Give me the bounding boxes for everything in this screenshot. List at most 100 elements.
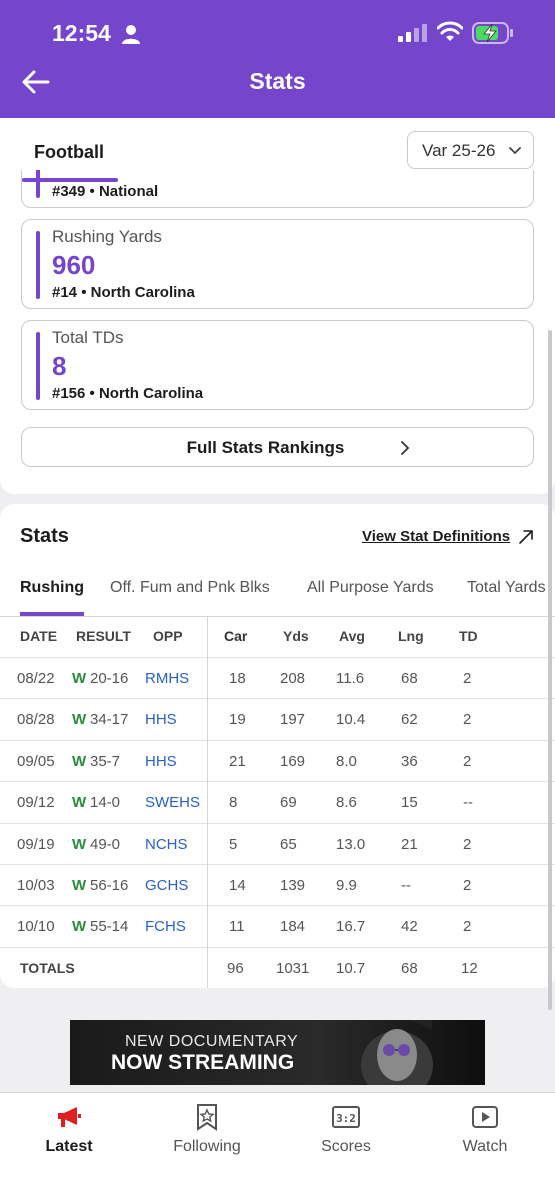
accent-bar <box>36 158 40 198</box>
col-header[interactable]: TD <box>459 628 478 644</box>
back-arrow-icon[interactable] <box>20 66 52 98</box>
stat-lng: 21 <box>401 835 418 853</box>
stat-car: 21 <box>229 752 246 770</box>
stat-car: 14 <box>229 877 246 894</box>
game-result-wl: W <box>72 835 87 853</box>
table-row[interactable]: 09/05 W 35-7 HHS 21 169 8.0 36 2 <box>0 739 555 781</box>
rank-card-total-tds[interactable]: Total TDs 8 #156 • North Carolina <box>21 320 534 410</box>
col-header[interactable]: DATE <box>20 628 58 644</box>
col-header[interactable]: Avg <box>339 628 365 644</box>
app-header: 12:54 Stats <box>0 0 555 118</box>
nav-label: Watch <box>462 1138 508 1155</box>
game-date: 08/22 <box>17 670 55 687</box>
battery-charging-icon <box>472 22 513 44</box>
tab-off-fum-pnk-blks[interactable]: Off. Fum and Pnk Blks <box>110 579 270 596</box>
game-result-score: 49-0 <box>90 835 121 853</box>
nav-watch[interactable]: Watch <box>416 1093 554 1173</box>
game-result-wl: W <box>72 711 87 729</box>
stat-lng: -- <box>401 877 411 894</box>
opponent-link[interactable]: FCHS <box>145 918 186 936</box>
stats-card: Stats View Stat Definitions Rushing Off.… <box>0 504 555 988</box>
opponent-link[interactable]: HHS <box>145 711 177 729</box>
nav-label: Scores <box>321 1138 371 1155</box>
scoreboard-icon: 3:2 <box>332 1106 360 1128</box>
game-date: 10/10 <box>17 918 55 936</box>
nav-latest[interactable]: Latest <box>0 1093 138 1173</box>
stat-td: 2 <box>463 670 472 687</box>
ad-text-line1: NEW DOCUMENTARY <box>125 1033 299 1050</box>
rank-card-rushing-yards[interactable]: Rushing Yards 960 #14 • North Carolina <box>21 219 534 309</box>
stat-avg: 13.0 <box>336 835 366 853</box>
page-title: Stats <box>249 68 306 94</box>
ad-text-line2: NOW STREAMING <box>111 1051 295 1074</box>
col-header[interactable]: OPP <box>153 628 183 644</box>
opponent-link[interactable]: SWEHS <box>145 794 201 812</box>
tab-all-purpose-yards[interactable]: All Purpose Yards <box>307 579 434 596</box>
table-row[interactable]: 10/03 W 56-16 GCHS 14 139 9.9 -- 2 <box>0 864 555 905</box>
stat-car: 5 <box>229 835 238 853</box>
stat-yds: 169 <box>280 752 306 770</box>
stat-lng: 36 <box>401 752 418 770</box>
stat-yds: 65 <box>280 835 297 853</box>
stat-yds: 208 <box>280 670 306 687</box>
table-row[interactable]: 09/19 W 49-0 NCHS 5 65 13.0 21 2 <box>0 822 555 864</box>
full-stats-rankings-button[interactable]: Full Stats Rankings <box>21 427 534 467</box>
bottom-nav: Latest Following 3:2 Scores Watch <box>0 1092 555 1200</box>
opponent-link[interactable]: RMHS <box>145 670 190 687</box>
total-yds: 1031 <box>276 960 310 977</box>
divider <box>0 616 555 617</box>
game-result-wl: W <box>72 794 87 812</box>
advertisement-banner[interactable]: NEW DOCUMENTARY NOW STREAMING <box>70 1020 485 1085</box>
nav-scores[interactable]: 3:2 Scores <box>277 1093 415 1173</box>
stat-td: 2 <box>463 711 472 729</box>
stat-car: 19 <box>229 711 246 729</box>
col-header[interactable]: Yds <box>283 628 309 644</box>
sport-bar: Football Var 25-26 <box>0 118 555 170</box>
total-car: 96 <box>227 960 244 977</box>
tab-rushing[interactable]: Rushing <box>20 579 84 596</box>
opponent-link[interactable]: GCHS <box>145 877 189 894</box>
opponent-link[interactable]: HHS <box>145 752 177 770</box>
col-header[interactable]: Car <box>224 628 248 644</box>
total-avg: 10.7 <box>336 960 366 977</box>
scrollbar[interactable] <box>548 330 552 1010</box>
active-tab-indicator <box>20 612 84 616</box>
game-date: 09/05 <box>17 752 55 770</box>
external-link-icon[interactable] <box>518 529 534 545</box>
stat-lng: 42 <box>401 918 418 936</box>
table-row[interactable]: 08/22 W 20-16 RMHS 18 208 11.6 68 2 <box>0 657 555 698</box>
stat-yds: 197 <box>280 711 306 729</box>
table-row[interactable]: 09/12 W 14-0 SWEHS 8 69 8.6 15 -- <box>0 781 555 822</box>
accent-bar <box>36 332 40 400</box>
game-result-wl: W <box>72 877 87 894</box>
tab-total-yards[interactable]: Total Yards <box>467 579 546 596</box>
table-row[interactable]: 10/10 W 55-14 FCHS 11 184 16.7 42 2 <box>0 905 555 946</box>
view-stat-definitions-link[interactable]: View Stat Definitions <box>362 528 511 545</box>
nav-label: Latest <box>45 1138 93 1155</box>
nav-following[interactable]: Following <box>138 1093 276 1173</box>
stat-td: 2 <box>463 877 472 894</box>
col-header[interactable]: RESULT <box>76 628 131 644</box>
opponent-link[interactable]: NCHS <box>145 835 188 853</box>
accent-bar <box>22 178 118 182</box>
stat-yds: 139 <box>280 877 306 894</box>
totals-label: TOTALS <box>20 960 75 976</box>
season-dropdown[interactable]: Var 25-26 <box>407 131 534 169</box>
person-icon <box>122 25 140 44</box>
stat-lng: 68 <box>401 670 418 687</box>
game-result-score: 56-16 <box>90 877 129 894</box>
column-divider <box>207 616 208 988</box>
col-header[interactable]: Lng <box>398 628 424 644</box>
table-row[interactable]: 08/28 W 34-17 HHS 19 197 10.4 62 2 <box>0 698 555 739</box>
rank-text: #349 • National <box>52 183 159 200</box>
stat-car: 8 <box>229 794 238 812</box>
stat-value: 8 <box>52 351 67 381</box>
stat-avg: 8.0 <box>336 752 357 770</box>
svg-text:3:2: 3:2 <box>336 1112 356 1125</box>
game-date: 10/03 <box>17 877 55 894</box>
stat-lng: 15 <box>401 794 418 812</box>
table-header-row: DATE RESULT OPP Car Yds Avg Lng TD <box>0 616 555 657</box>
game-result-wl: W <box>72 752 87 770</box>
status-time: 12:54 <box>52 20 111 46</box>
stat-td: 2 <box>463 835 472 853</box>
